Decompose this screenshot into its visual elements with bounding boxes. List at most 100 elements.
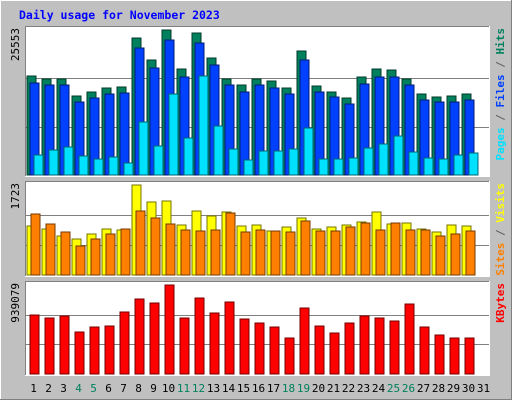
x-tick-label: 26 — [402, 382, 415, 395]
bar-sites-day-12 — [195, 230, 206, 276]
axis-title-segment: / — [494, 55, 507, 75]
x-tick-label: 21 — [327, 382, 340, 395]
bar-pages-day-5 — [93, 158, 104, 176]
axis-title: Sites / Visits — [494, 183, 507, 276]
bar-sites-day-25 — [390, 222, 401, 276]
x-tick-label: 9 — [150, 382, 157, 395]
bar-sites-day-29 — [450, 233, 461, 276]
hits-panel: 25553 Pages / Files / Hits — [9, 26, 507, 177]
x-tick-label: 6 — [105, 382, 112, 395]
bar-kbytes-day-11 — [179, 317, 190, 375]
bar-pages-day-11 — [183, 137, 194, 176]
bar-kbytes-day-1 — [29, 314, 40, 375]
axis-title-segment: Sites — [494, 243, 507, 276]
bar-sites-day-21 — [330, 230, 341, 276]
x-tick-label: 7 — [120, 382, 127, 395]
axis-title-segment: / — [494, 108, 507, 128]
x-tick-labels: 1 2 3 4 5 6 7 8 9 10 11 12 13 14 15 16 17 18 19 20 21 22 23 24 2… — [30, 382, 490, 395]
bar-pages-day-26 — [408, 151, 419, 176]
kbytes-panel: 939079 KBytes — [9, 281, 507, 376]
bar-kbytes-day-5 — [89, 326, 100, 375]
bar-kbytes-day-25 — [389, 320, 400, 375]
bar-sites-day-15 — [240, 231, 251, 276]
bar-sites-day-3 — [60, 231, 71, 276]
bar-kbytes-day-20 — [314, 325, 325, 375]
x-tick-label: 19 — [297, 382, 310, 395]
bar-pages-day-17 — [273, 150, 284, 176]
bar-sites-day-23 — [360, 222, 371, 276]
panels-layer: 25553 Pages / Files / Hits 1723 Sites / Vis… — [9, 26, 507, 376]
bar-pages-day-28 — [438, 158, 449, 176]
bar-pages-day-14 — [228, 148, 239, 176]
x-tick-label: 15 — [237, 382, 250, 395]
series-sites — [30, 210, 476, 276]
bar-sites-day-13 — [210, 229, 221, 276]
x-tick-label: 18 — [282, 382, 295, 395]
bar-kbytes-day-29 — [449, 337, 460, 375]
bar-kbytes-day-15 — [239, 318, 250, 375]
x-tick-label: 24 — [372, 382, 386, 395]
bar-kbytes-day-28 — [434, 334, 445, 375]
x-tick-label: 22 — [342, 382, 355, 395]
bar-kbytes-day-16 — [254, 322, 265, 375]
x-tick-label: 1 — [30, 382, 37, 395]
x-tick-label: 5 — [90, 382, 97, 395]
bar-sites-day-19 — [300, 220, 311, 276]
bar-kbytes-day-24 — [374, 317, 385, 375]
bar-kbytes-day-26 — [404, 303, 415, 375]
bar-kbytes-day-9 — [149, 302, 160, 375]
x-tick-label: 31 — [477, 382, 490, 395]
bar-pages-day-15 — [243, 159, 254, 176]
bar-sites-day-1 — [30, 213, 41, 276]
bar-pages-day-2 — [48, 149, 59, 176]
bar-sites-day-30 — [465, 230, 476, 276]
bar-sites-day-2 — [45, 223, 56, 276]
bar-kbytes-day-12 — [194, 297, 205, 375]
bar-kbytes-day-13 — [209, 312, 220, 375]
bar-sites-day-26 — [405, 229, 416, 276]
axis-title-segment: Pages — [494, 127, 507, 160]
axis-title-segment: Visits — [494, 183, 507, 223]
bar-pages-day-21 — [333, 158, 344, 176]
bar-kbytes-day-10 — [164, 284, 175, 375]
x-tick-label: 14 — [222, 382, 236, 395]
bar-pages-day-24 — [378, 143, 389, 176]
axis-title: KBytes — [494, 283, 507, 323]
series-pages — [33, 75, 479, 176]
bar-kbytes-day-19 — [299, 307, 310, 375]
visits-panel: 1723 Sites / Visits — [9, 181, 507, 277]
x-tick-label: 8 — [135, 382, 142, 395]
bar-kbytes-day-7 — [119, 311, 130, 375]
axis-title-segment: / — [494, 223, 507, 243]
x-tick-label: 3 — [60, 382, 67, 395]
bar-kbytes-day-3 — [59, 315, 70, 375]
bar-kbytes-day-21 — [329, 332, 340, 375]
axis-title-segment: KBytes — [494, 283, 507, 323]
y-max-label: 25553 — [9, 28, 22, 61]
x-tick-label: 4 — [75, 382, 82, 395]
bar-pages-day-9 — [153, 145, 164, 176]
bar-sites-day-8 — [135, 210, 146, 276]
bar-sites-day-16 — [255, 229, 266, 276]
bar-sites-day-5 — [90, 238, 101, 276]
axis-title-segment: Hits — [494, 28, 507, 55]
bar-sites-day-11 — [180, 229, 191, 276]
x-tick-label: 30 — [462, 382, 475, 395]
x-tick-label: 13 — [207, 382, 220, 395]
x-tick-label: 28 — [432, 382, 445, 395]
x-tick-label: 12 — [192, 382, 205, 395]
x-tick-label: 25 — [387, 382, 400, 395]
x-tick-label: 17 — [267, 382, 280, 395]
bar-pages-day-8 — [138, 121, 149, 176]
bar-pages-day-12 — [198, 75, 209, 176]
bar-pages-day-16 — [258, 150, 269, 176]
bar-sites-day-22 — [345, 226, 356, 276]
bar-kbytes-day-2 — [44, 317, 55, 375]
x-tick-label: 20 — [312, 382, 325, 395]
bar-sites-day-27 — [420, 229, 431, 276]
axis-title-segment: Files — [494, 74, 507, 107]
bar-sites-day-7 — [120, 228, 131, 276]
bar-pages-day-23 — [363, 147, 374, 176]
bar-sites-day-24 — [375, 229, 386, 276]
